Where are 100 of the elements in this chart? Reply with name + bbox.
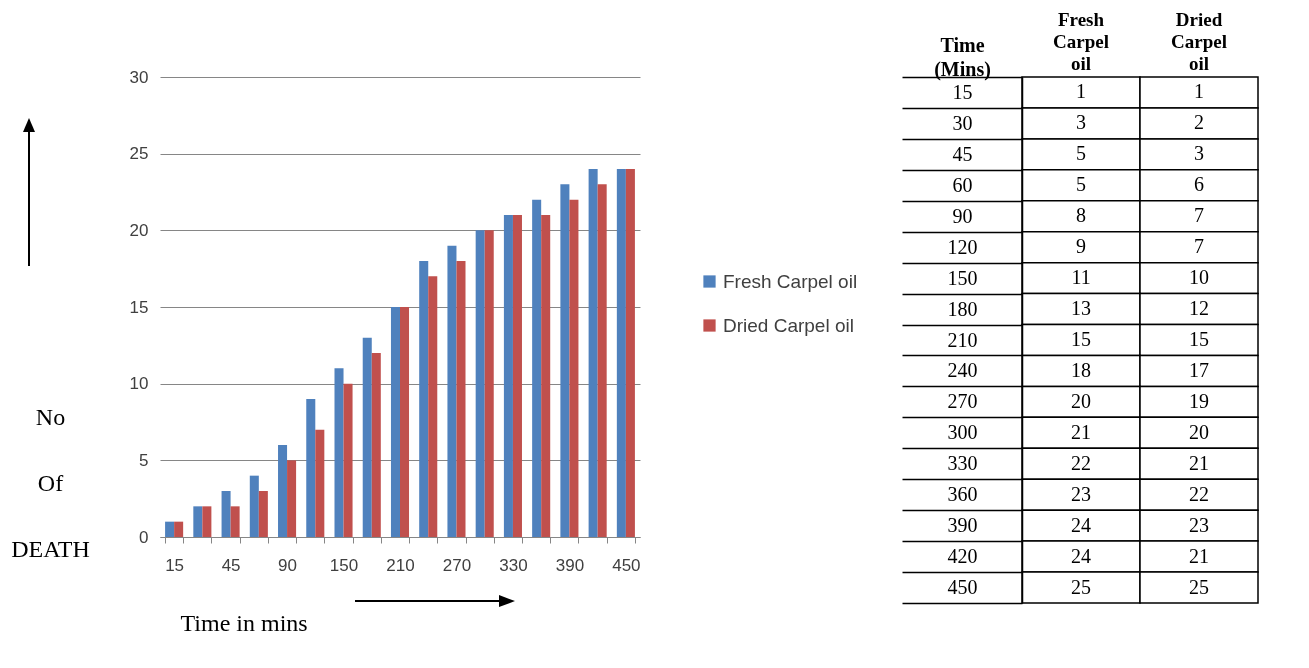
y-tick-label: 210 (947, 328, 978, 351)
bar (174, 521, 184, 537)
bar (597, 184, 607, 537)
x-axis-title: Time in mins (180, 609, 308, 636)
y-tick-label: 45 (952, 142, 973, 165)
y-tick-label: 270 (947, 390, 978, 413)
bar (475, 230, 485, 537)
bar (569, 199, 579, 537)
y-tick-label: 420 (947, 545, 978, 568)
y-tick-label: 60 (952, 173, 973, 196)
data-label: 22 (1189, 482, 1209, 505)
data-label: 21 (1189, 451, 1209, 474)
y-tick-label: 20 (129, 220, 149, 240)
data-label: 21 (1189, 544, 1209, 567)
bar (287, 460, 297, 537)
y-tick-label: 150 (947, 266, 978, 289)
y-tick-label: 15 (129, 297, 149, 317)
bar (588, 169, 598, 537)
data-label: 15 (1189, 328, 1209, 350)
x-tick-label: 390 (555, 555, 585, 575)
y-tick-label: 240 (947, 359, 978, 382)
data-label: 3 (1194, 142, 1204, 165)
bar (202, 506, 212, 537)
text: No Of DEATH (11, 403, 90, 562)
bar (447, 245, 457, 537)
bar (315, 429, 325, 537)
legend-label: Dried Carpel oil (723, 314, 854, 336)
x-tick-label: 150 (329, 555, 359, 575)
data-label: 18 (1071, 358, 1091, 381)
data-label: 8 (1076, 204, 1086, 227)
bar (616, 169, 626, 537)
y-tick-label: 330 (947, 452, 978, 475)
x-tick-label: 15 (165, 555, 185, 575)
y-axis-title: Time (Mins) (934, 33, 991, 81)
data-label: 23 (1071, 482, 1091, 505)
bar (512, 215, 522, 537)
bar (400, 307, 410, 537)
data-label: 20 (1189, 420, 1209, 443)
x-tick-label: 210 (386, 555, 415, 575)
data-label: 10 (1189, 266, 1209, 289)
y-tick-label: 90 (952, 204, 973, 227)
bar (532, 199, 542, 537)
y-tick-label: 180 (947, 297, 978, 320)
bar (484, 230, 494, 537)
y-tick-label: 30 (952, 111, 973, 134)
y-tick-label: 0 (139, 527, 149, 547)
data-label: 15 (1071, 328, 1091, 350)
data-label: 17 (1189, 358, 1209, 381)
y-tick-label: 300 (947, 421, 978, 444)
legend-label: Fresh Carpel oil (723, 270, 858, 292)
bar (249, 475, 259, 537)
x-tick-label: 450 (612, 555, 641, 575)
data-label: 2 (1194, 111, 1204, 134)
data-label: 9 (1076, 235, 1086, 258)
x-tick-label: 45 (221, 555, 241, 575)
data-label: 1 (1076, 80, 1086, 103)
data-label: 22 (1071, 451, 1091, 474)
bar (193, 506, 203, 537)
data-label: 24 (1071, 544, 1091, 567)
data-label: 19 (1189, 389, 1209, 412)
y-tick-label: 390 (947, 514, 978, 537)
data-label: 24 (1071, 513, 1091, 536)
bar (278, 445, 288, 537)
data-label: 25 (1071, 575, 1091, 598)
bar (306, 399, 316, 537)
data-label: 5 (1076, 173, 1086, 196)
data-label: 7 (1194, 204, 1204, 227)
data-label: 23 (1189, 513, 1209, 536)
y-tick-label: 15 (952, 80, 973, 103)
bar (230, 506, 240, 537)
x-tick-label: 90 (278, 555, 298, 575)
y-tick-label: 120 (947, 235, 978, 258)
y-tick-label: 25 (129, 144, 149, 164)
bar (371, 353, 381, 537)
y-tick-label: 5 (139, 450, 149, 470)
bar (419, 261, 429, 537)
y-tick-label: 360 (947, 483, 978, 506)
data-label: 13 (1071, 297, 1091, 320)
y-tick-label: 30 (129, 67, 149, 87)
data-label: 21 (1071, 420, 1091, 443)
y-tick-label: 450 (947, 576, 978, 599)
data-label: 11 (1071, 266, 1091, 289)
data-label: 25 (1189, 575, 1209, 598)
bar (343, 383, 353, 537)
data-label: 3 (1076, 111, 1086, 134)
y-tick-label: 10 (129, 374, 149, 394)
bar (362, 337, 372, 537)
bar (428, 276, 438, 537)
bar (221, 491, 231, 537)
bar (165, 521, 175, 537)
bar (456, 261, 466, 537)
data-label: 7 (1194, 235, 1204, 258)
bar (541, 215, 551, 537)
bar (334, 368, 344, 537)
bar (503, 215, 513, 537)
bar (390, 307, 400, 537)
x-tick-label: 330 (499, 555, 528, 575)
bar (258, 491, 268, 537)
data-label: 12 (1189, 297, 1209, 320)
data-label: 5 (1076, 142, 1086, 165)
